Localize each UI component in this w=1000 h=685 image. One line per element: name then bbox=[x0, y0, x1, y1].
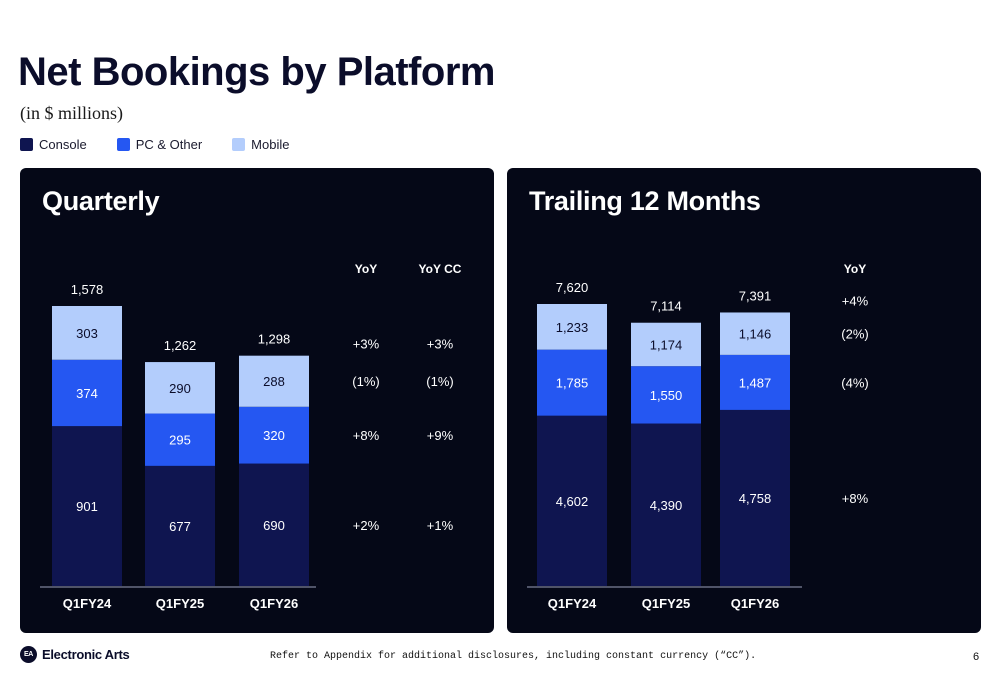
page-subtitle: (in $ millions) bbox=[20, 103, 123, 123]
quarterly-yoy-value: +3% bbox=[353, 337, 380, 352]
ttm-category-label: Q1FY25 bbox=[642, 596, 690, 611]
ttm-value-label: 4,758 bbox=[739, 491, 772, 506]
ea-logo: EA Electronic Arts bbox=[20, 646, 130, 663]
ttm-yoy-value: (4%) bbox=[841, 375, 868, 390]
page-number: 6 bbox=[973, 651, 980, 663]
ttm-bar-pc-other-1 bbox=[631, 366, 701, 424]
ea-logo-text: Electronic Arts bbox=[42, 647, 130, 662]
quarterly-bar-console-1 bbox=[145, 465, 215, 586]
quarterly-yoy-value: +8% bbox=[353, 428, 380, 443]
quarterly-panel: Quarterly 901 374 303 1,578 Q1FY24 677 295 290 1… bbox=[20, 168, 494, 633]
quarterly-total-label: 1,262 bbox=[164, 338, 197, 353]
ttm-bar-console-1 bbox=[631, 423, 701, 586]
legend-swatch-pc-other bbox=[116, 138, 130, 151]
legend-label-console: Console bbox=[39, 137, 87, 152]
ttm-value-label: 1,146 bbox=[739, 327, 772, 342]
quarterly-yoy-value: +9% bbox=[427, 428, 454, 443]
quarterly-yoy-value: +1% bbox=[427, 518, 454, 533]
ttm-value-label: 4,390 bbox=[650, 498, 683, 513]
ttm-bar-pc-other-0 bbox=[537, 349, 607, 416]
ttm-total-label: 7,391 bbox=[739, 288, 772, 303]
legend-item-console: Console bbox=[20, 137, 87, 152]
ttm-yoy-value: +4% bbox=[842, 293, 869, 308]
quarterly-value-label: 690 bbox=[263, 518, 285, 533]
ea-logo-badge: EA bbox=[20, 646, 37, 663]
quarterly-bar-console-2 bbox=[239, 463, 309, 586]
ttm-category-label: Q1FY26 bbox=[731, 596, 779, 611]
legend-label-pc-other: PC & Other bbox=[135, 137, 203, 152]
ttm-panel-title: Trailing 12 Months bbox=[529, 186, 761, 216]
quarterly-value-label: 320 bbox=[263, 428, 285, 443]
ttm-chart: 4,602 1,785 1,233 7,620 Q1FY24 4,390 1,550 1,17… bbox=[527, 262, 869, 611]
quarterly-panel-title: Quarterly bbox=[42, 186, 160, 216]
quarterly-total-label: 1,578 bbox=[71, 282, 104, 297]
quarterly-value-label: 374 bbox=[76, 386, 98, 401]
ttm-bar-mobile-0 bbox=[537, 304, 607, 350]
legend-label-mobile: Mobile bbox=[251, 137, 290, 152]
footnote: Refer to Appendix for additional disclos… bbox=[270, 651, 757, 662]
quarterly-bar-mobile-2 bbox=[239, 355, 309, 407]
ttm-value-label: 1,550 bbox=[650, 388, 683, 403]
legend-item-mobile: Mobile bbox=[232, 137, 289, 152]
quarterly-yoy-value: (1%) bbox=[352, 374, 379, 389]
quarterly-value-label: 303 bbox=[76, 326, 98, 341]
quarterly-yoy-header: YoY bbox=[355, 262, 377, 276]
quarterly-value-label: 901 bbox=[76, 499, 98, 514]
ttm-yoy-header: YoY bbox=[844, 262, 866, 276]
ttm-bar-mobile-1 bbox=[631, 322, 701, 367]
ttm-category-label: Q1FY24 bbox=[548, 596, 597, 611]
quarterly-yoy-value: (1%) bbox=[426, 374, 453, 389]
ttm-value-label: 1,174 bbox=[650, 337, 683, 352]
ttm-yoy-value: (2%) bbox=[841, 327, 868, 342]
legend-swatch-console bbox=[20, 138, 33, 151]
chart-legend: Console PC & Other Mobile bbox=[20, 137, 289, 152]
ttm-bar-mobile-2 bbox=[720, 312, 790, 355]
quarterly-value-label: 295 bbox=[169, 433, 191, 448]
ttm-value-label: 4,602 bbox=[556, 494, 589, 509]
quarterly-chart: 901 374 303 1,578 Q1FY24 677 295 290 1,262 Q1FY25… bbox=[40, 262, 462, 611]
legend-item-pc-other: PC & Other bbox=[116, 137, 203, 152]
ttm-total-label: 7,114 bbox=[650, 299, 682, 314]
ttm-panel: Trailing 12 Months 4,602 1,785 1,233 7,620 Q… bbox=[507, 168, 981, 633]
ttm-bar-pc-other-2 bbox=[720, 354, 790, 410]
quarterly-total-label: 1,298 bbox=[258, 332, 291, 347]
ttm-value-label: 1,785 bbox=[556, 376, 589, 391]
quarterly-bar-pc-other-2 bbox=[239, 406, 309, 464]
quarterly-bar-console-0 bbox=[52, 426, 122, 586]
quarterly-bar-mobile-1 bbox=[145, 362, 215, 414]
ttm-value-label: 1,487 bbox=[739, 375, 772, 390]
ttm-yoy-value: +8% bbox=[842, 491, 869, 506]
quarterly-bar-pc-other-1 bbox=[145, 413, 215, 466]
quarterly-yoy-value: +3% bbox=[427, 337, 454, 352]
quarterly-value-label: 290 bbox=[169, 381, 191, 396]
legend-swatch-mobile bbox=[232, 138, 246, 151]
ttm-bar-console-0 bbox=[537, 415, 607, 586]
quarterly-value-label: 677 bbox=[169, 519, 191, 534]
quarterly-yoy-value: +2% bbox=[353, 518, 380, 533]
quarterly-bar-pc-other-0 bbox=[52, 359, 122, 427]
ttm-value-label: 1,233 bbox=[556, 320, 589, 335]
ttm-total-label: 7,620 bbox=[556, 280, 589, 295]
ttm-bar-console-2 bbox=[720, 409, 790, 586]
page-title: Net Bookings by Platform bbox=[18, 50, 495, 94]
quarterly-category-label: Q1FY26 bbox=[250, 596, 298, 611]
quarterly-bar-mobile-0 bbox=[52, 306, 122, 360]
quarterly-value-label: 288 bbox=[263, 374, 285, 389]
quarterly-category-label: Q1FY25 bbox=[156, 596, 204, 611]
quarterly-category-label: Q1FY24 bbox=[63, 596, 112, 611]
quarterly-yoy-header: YoY CC bbox=[419, 262, 462, 276]
